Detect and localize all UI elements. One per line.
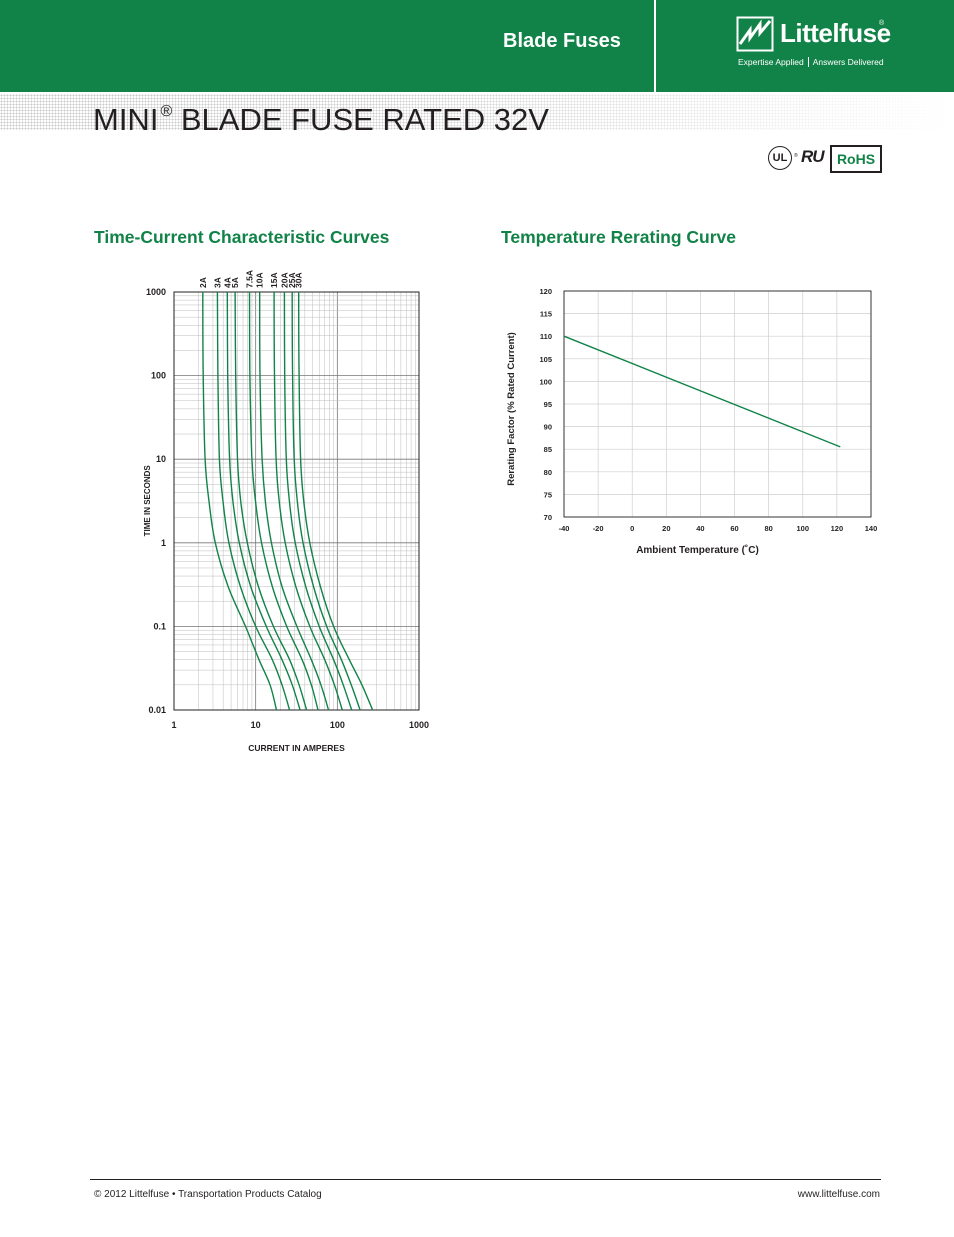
rr-y-tick-label: 110 [540, 332, 552, 341]
page-header: Blade Fuses Littelfuse ® Expertise Appli… [0, 0, 954, 92]
tc-y-tick-label: 100 [151, 371, 166, 381]
tc-series-label: 25A [287, 272, 297, 288]
header-divider [654, 0, 656, 92]
tc-series-label: 2A [198, 277, 208, 288]
tc-y-tick-label: 1 [161, 538, 166, 548]
section-title: Blade Fuses [503, 30, 621, 52]
rr-grid [563, 290, 872, 518]
rr-y-tick-label: 90 [544, 423, 552, 432]
rr-x-tick-label: 40 [696, 524, 704, 533]
tc-x-axis-label: CURRENT IN AMPERES [248, 743, 345, 753]
rr-x-tick-label: 20 [662, 524, 670, 533]
tc-curve-2A [202, 291, 278, 711]
tc-curve-7_5A [248, 291, 319, 711]
tc-curve-25A [291, 291, 361, 711]
tc-curve-15A [273, 291, 343, 711]
tc-y-tick-label: 0.01 [148, 705, 166, 715]
rr-x-axis-label: Ambient Temperature (˚C) [636, 544, 759, 556]
tc-x-tick-label: 10 [251, 720, 261, 730]
tc-series-label: 7.5A [245, 270, 255, 288]
page-title-prefix: MINI [93, 102, 159, 137]
brand-tagline: Expertise Applied Answers Delivered [738, 57, 884, 67]
ul-recognized-small-icon: ® [794, 153, 798, 159]
rr-y-tick-label: 75 [544, 490, 552, 499]
rr-curve [563, 335, 841, 448]
rr-y-tick-label: 120 [539, 287, 552, 296]
tc-curve-30A [298, 291, 374, 711]
rr-y-axis-label: Rerating Factor (% Rated Current) [506, 332, 517, 486]
rerating-chart-title: Temperature Rerating Curve [501, 227, 737, 247]
rr-x-tick-label: 100 [797, 524, 810, 533]
rr-y-tick-label: 115 [540, 310, 552, 319]
tagline-left: Expertise Applied [738, 57, 804, 67]
tc-x-tick-label: 1 [171, 720, 176, 730]
tc-grid [173, 291, 420, 711]
rr-curves [563, 335, 841, 448]
title-band [0, 94, 954, 130]
tc-y-tick-label: 10 [156, 454, 166, 464]
rr-x-tick-label: 120 [831, 524, 844, 533]
tc-curve-10A [258, 291, 330, 711]
ul-recognized-icon: RU [801, 147, 825, 166]
certification-marks: UL ® RU RoHS [768, 145, 882, 173]
brand-name: Littelfuse [780, 18, 891, 48]
tc-series-label: 3A [212, 277, 222, 288]
rerating-chart: -40 -20 0 20 40 60 80 100 120 140 70 75 80 85 90 95 100 1… [506, 287, 877, 556]
tc-series-label: 4A [222, 277, 232, 288]
tc-curves [202, 291, 374, 711]
rr-y-tick-label: 100 [539, 377, 552, 386]
tc-series-label: 15A [269, 272, 279, 288]
tc-series-label: 5A [230, 277, 240, 288]
brand-registered-mark: ® [879, 20, 885, 27]
rr-y-tick-label: 105 [539, 355, 552, 364]
tagline-right: Answers Delivered [812, 57, 884, 67]
page-title-rest: BLADE FUSE RATED 32V [172, 102, 549, 137]
tc-curve-20A [283, 291, 353, 711]
tc-series-label: 20A [279, 272, 289, 288]
littelfuse-logo-mark-icon [736, 16, 774, 52]
rr-x-tick-label: -40 [559, 524, 570, 533]
time-current-chart-title: Time-Current Characteristic Curves [94, 227, 390, 247]
page-title-reg-mark: ® [160, 103, 173, 120]
tc-y-tick-label: 0.1 [153, 621, 166, 631]
rr-plot-frame [563, 290, 872, 518]
rr-x-tick-label: 140 [865, 524, 878, 533]
page-title: MINI ® BLADE FUSE RATED 32V [93, 94, 549, 137]
tc-x-tick-label: 1000 [409, 720, 429, 730]
tc-series-label: 10A [255, 272, 265, 288]
rr-x-tick-label: 60 [730, 524, 738, 533]
footer-website-link[interactable]: www.littelfuse.com [797, 1189, 880, 1200]
tc-curve-5A [234, 291, 308, 711]
footer-copyright: © 2012 Littelfuse • Transportation Produ… [94, 1189, 322, 1200]
rr-x-tick-label: 80 [764, 524, 772, 533]
tc-curve-4A [226, 291, 301, 711]
ul-listed-icon: UL [768, 146, 792, 170]
rr-x-tick-label: 0 [630, 524, 634, 533]
rohs-badge: RoHS [830, 145, 882, 173]
footer-divider [90, 1179, 881, 1180]
rr-y-tick-label: 95 [544, 400, 552, 409]
tc-series-label: 30A [294, 272, 304, 288]
rr-x-tick-label: -20 [593, 524, 604, 533]
tc-y-axis-label: TIME IN SECONDS [143, 465, 152, 537]
rr-y-tick-label: 80 [544, 468, 552, 477]
rr-labels: -40 -20 0 20 40 60 80 100 120 140 70 75 80 85 90 95 100 1… [539, 287, 877, 533]
rr-y-tick-label: 85 [544, 445, 552, 454]
rr-y-tick-label: 70 [544, 513, 552, 522]
littelfuse-logo[interactable]: Littelfuse ® Expertise Applied Answers De… [736, 16, 916, 76]
tc-x-tick-label: 100 [330, 720, 345, 730]
tc-curve-3A [216, 291, 291, 711]
tc-y-tick-label: 1000 [146, 287, 166, 297]
tc-plot-frame [173, 291, 420, 711]
tagline-separator [807, 57, 809, 67]
